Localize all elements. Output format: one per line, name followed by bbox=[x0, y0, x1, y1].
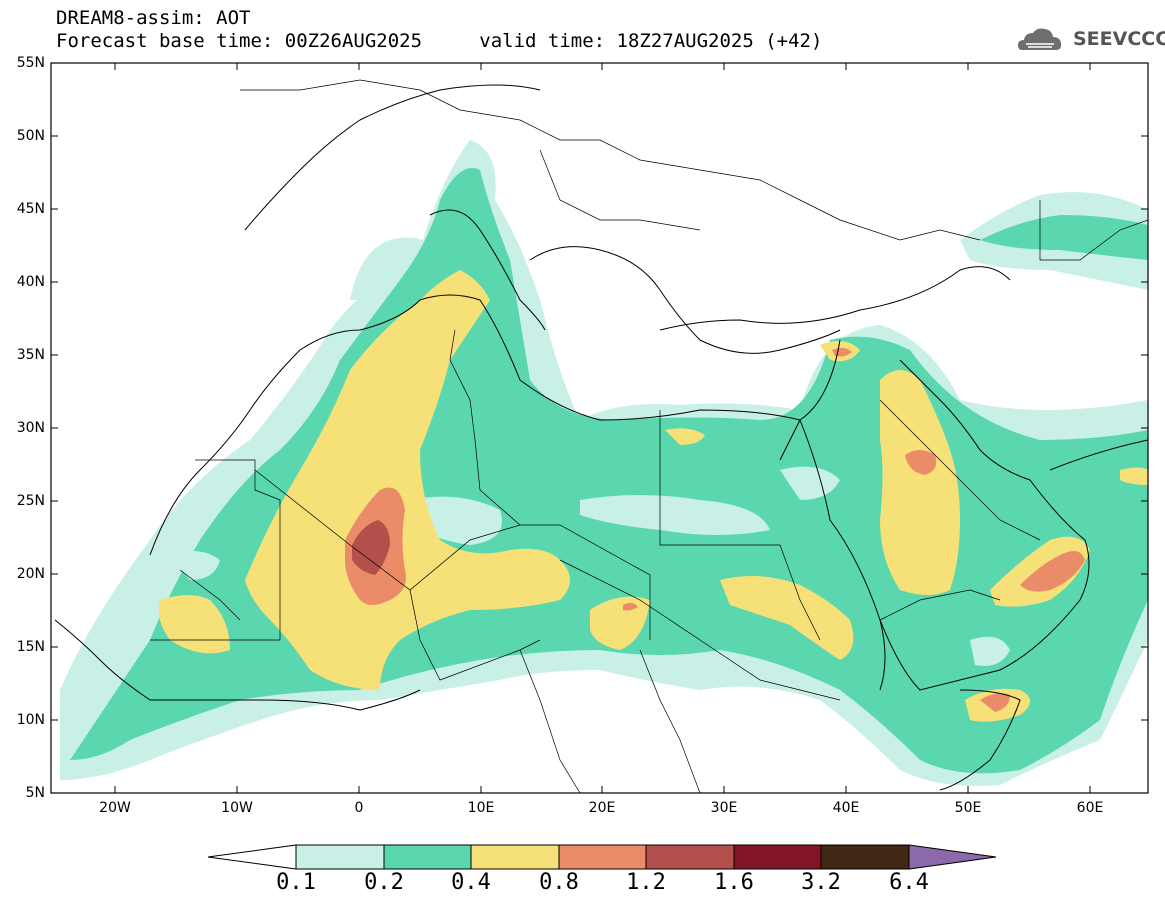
cloud-logo-icon bbox=[1018, 28, 1062, 50]
colorbar-bin-3 bbox=[558, 844, 647, 870]
y-tick-label: 25N bbox=[16, 493, 45, 509]
colorbar bbox=[207, 844, 997, 870]
x-tick-label: 20W bbox=[99, 800, 131, 816]
y-tick-label: 50N bbox=[16, 128, 45, 144]
colorbar-under bbox=[207, 844, 297, 870]
logo-text: SEEVCCC bbox=[1073, 28, 1165, 50]
x-tick-label: 30E bbox=[710, 800, 738, 816]
map-subtitle: Forecast base time: 00Z26AUG2025 valid t… bbox=[56, 30, 822, 52]
base-time: Forecast base time: 00Z26AUG2025 bbox=[56, 30, 423, 52]
colorbar-label: 0.1 bbox=[276, 870, 316, 895]
colorbar-bin-2 bbox=[470, 844, 560, 870]
borders bbox=[150, 79, 1148, 793]
x-tick-label: 40E bbox=[832, 800, 860, 816]
colorbar-label: 1.2 bbox=[626, 870, 666, 895]
x-tick-label: 50E bbox=[954, 800, 982, 816]
y-tick-label: 55N bbox=[16, 55, 45, 71]
y-tick-label: 10N bbox=[16, 712, 45, 728]
valid-time: valid time: 18Z27AUG2025 (+42) bbox=[479, 30, 823, 52]
colorbar-bin-0 bbox=[295, 844, 385, 870]
colorbar-label: 1.6 bbox=[714, 870, 754, 895]
colorbar-label: 0.2 bbox=[364, 870, 404, 895]
map-title: DREAM8-assim: AOT bbox=[56, 7, 251, 29]
x-tick-label: 20E bbox=[588, 800, 616, 816]
x-tick-label: 10E bbox=[467, 800, 495, 816]
y-tick-label: 5N bbox=[25, 785, 45, 801]
colorbar-bin-1 bbox=[383, 844, 472, 870]
y-tick-label: 20N bbox=[16, 566, 45, 582]
colorbar-label: 6.4 bbox=[889, 870, 929, 895]
y-tick-label: 30N bbox=[16, 420, 45, 436]
y-tick-label: 35N bbox=[16, 347, 45, 363]
colorbar-over bbox=[908, 844, 997, 870]
colorbar-bin-4 bbox=[645, 844, 735, 870]
axis-ticks bbox=[51, 62, 1148, 794]
x-tick-label: 60E bbox=[1076, 800, 1104, 816]
aot-contour-1.2 bbox=[352, 520, 390, 575]
colorbar-bin-5 bbox=[733, 844, 822, 870]
colorbar-bin-6 bbox=[820, 844, 910, 870]
y-tick-label: 45N bbox=[16, 201, 45, 217]
colorbar-label: 3.2 bbox=[801, 870, 841, 895]
x-tick-label: 0 bbox=[354, 800, 364, 816]
y-tick-label: 15N bbox=[16, 639, 45, 655]
colorbar-label: 0.8 bbox=[539, 870, 579, 895]
coastlines bbox=[54, 84, 1148, 791]
y-tick-label: 40N bbox=[16, 274, 45, 290]
colorbar-label: 0.4 bbox=[451, 870, 491, 895]
x-tick-label: 10W bbox=[221, 800, 253, 816]
